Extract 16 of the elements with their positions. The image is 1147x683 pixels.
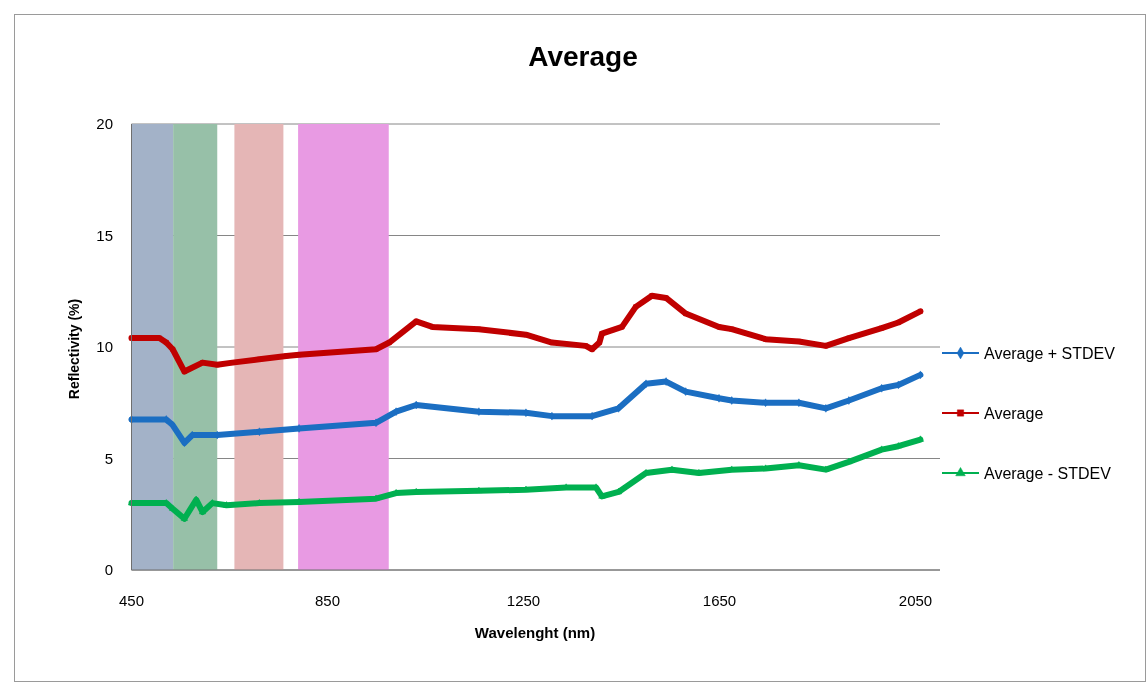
- chart-title: Average: [528, 41, 638, 72]
- x-axis-title: Wavelenght (nm): [474, 624, 596, 641]
- legend-label: Average: [984, 405, 1044, 422]
- x-tick-label: 850: [314, 592, 341, 609]
- y-tick-label: 5: [104, 449, 113, 467]
- x-tick-label: 1250: [506, 592, 541, 609]
- y-tick-label: 20: [96, 115, 113, 132]
- x-tick-label: 1650: [702, 592, 737, 609]
- legend-label: Average + STDEV: [984, 345, 1116, 362]
- y-tick-label: 0: [104, 561, 113, 578]
- y-axis-title: Reflectivity (%): [66, 298, 82, 400]
- legend-label: Average - STDEV: [984, 465, 1112, 482]
- x-tick-label: 2050: [898, 592, 933, 609]
- y-tick-label: 15: [96, 226, 113, 244]
- y-tick-label: 10: [96, 338, 113, 355]
- x-tick-label: 450: [118, 592, 145, 609]
